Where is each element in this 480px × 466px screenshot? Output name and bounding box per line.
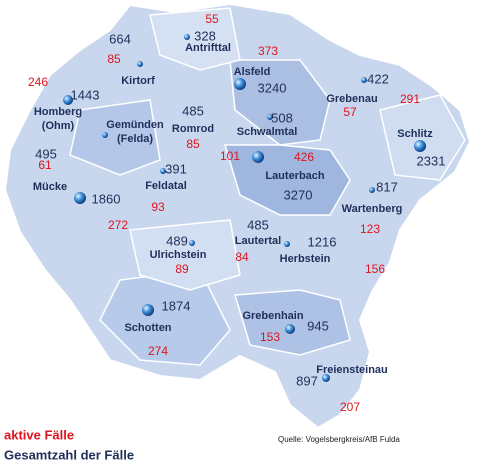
municipality-name: Alsfeld [234,66,271,78]
location-dot [137,61,143,67]
active-cases: 101 [220,149,240,163]
active-cases: 55 [205,12,219,26]
location-dot [369,187,375,193]
location-dot [74,192,86,204]
total-cases: 1860 [92,191,121,206]
active-cases: 61 [38,158,52,172]
active-cases: 84 [235,250,249,264]
location-dot [142,304,154,316]
location-dot [284,241,290,247]
location-dot [285,324,295,334]
location-dot [414,140,426,152]
active-cases: 85 [107,52,121,66]
total-cases: 1216 [308,234,337,249]
active-cases: 89 [175,262,189,276]
municipality-name: Schlitz [397,128,433,140]
active-cases: 291 [400,92,420,106]
municipality-name: Grebenau [326,93,377,105]
location-dot [184,34,190,40]
location-dot [189,240,195,246]
total-cases: 664 [109,31,131,46]
total-cases: 391 [165,161,187,176]
total-cases: 897 [296,373,318,388]
active-cases: 373 [258,44,278,58]
municipality-name: Romrod [172,123,214,135]
municipality-name: Lautertal [235,235,281,247]
municipality-name: Freiensteinau [316,364,388,376]
municipality-name: Wartenberg [342,203,403,215]
active-cases: 156 [365,262,385,276]
municipality-name: Lauterbach [265,170,325,182]
active-cases: 426 [294,150,314,164]
total-cases: 489 [166,233,188,248]
active-cases: 57 [343,105,357,119]
total-cases: 485 [182,103,204,118]
total-cases: 485 [247,217,269,232]
location-dot [361,77,367,83]
active-cases: 274 [148,344,168,358]
municipality-name: Kirtorf [121,75,155,87]
total-cases: 945 [307,318,329,333]
active-cases: 153 [260,330,280,344]
total-cases: 3240 [258,80,287,95]
total-cases: 495 [35,146,57,161]
total-cases: 508 [271,110,293,125]
total-cases: 2331 [417,153,446,168]
location-dot [267,114,273,120]
location-dot [102,132,108,138]
total-cases: 328 [194,28,216,43]
active-cases: 207 [340,400,360,414]
total-cases: 1443 [71,87,100,102]
active-cases: 123 [360,222,380,236]
total-cases: 3270 [284,187,313,202]
total-cases: 422 [367,71,389,86]
municipality-name: Mücke [33,181,67,193]
legend-active: aktive Fälle [4,427,74,442]
municipality-name: Gemünden (Felda) [106,119,164,145]
legend-total: Gesamtzahl der Fälle [4,447,134,462]
municipality-name: Feldatal [145,180,187,192]
location-dot [252,151,264,163]
total-cases: 817 [376,179,398,194]
municipality-name: Schwalmtal [237,126,298,138]
municipality-name: Herbstein [280,253,331,265]
municipality-name: Antrifttal [185,42,231,54]
location-dot [322,374,330,382]
municipality-name: Schotten [124,322,171,334]
municipality-name: Homberg (Ohm) [34,106,82,132]
active-cases: 246 [28,75,48,89]
location-dot [63,95,73,105]
total-cases: 1874 [162,298,191,313]
active-cases: 272 [108,218,128,232]
active-cases: 85 [186,137,200,151]
location-dot [160,168,166,174]
municipality-name: Grebenhain [242,310,303,322]
municipality-name: Ulrichstein [150,249,207,261]
location-dot [234,78,246,90]
source: Quelle: Vogelsbergkreis/AfB Fulda [278,435,400,444]
regions [69,7,466,366]
active-cases: 93 [151,200,165,214]
